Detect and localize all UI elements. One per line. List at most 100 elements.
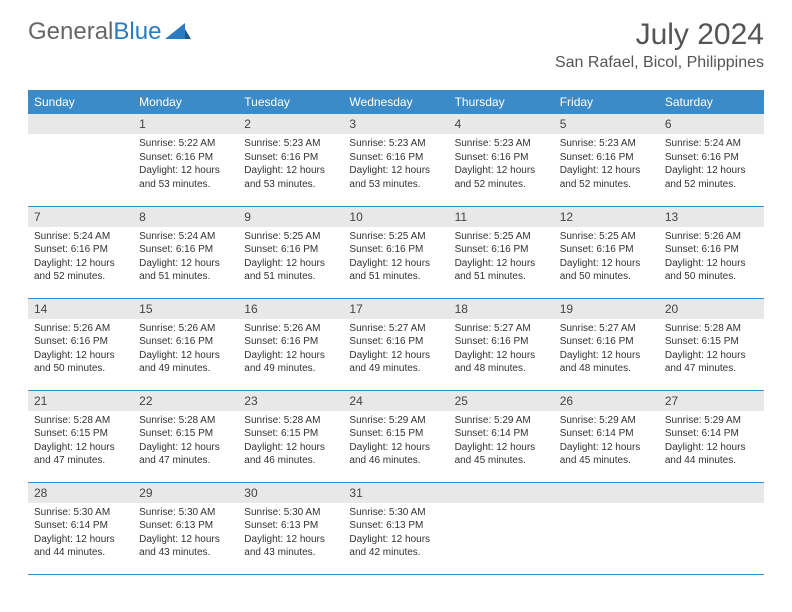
day-number: 7 — [28, 207, 133, 227]
day-cell: 9Sunrise: 5:25 AMSunset: 6:16 PMDaylight… — [238, 206, 343, 298]
day-sunset: Sunset: 6:15 PM — [244, 427, 337, 441]
day-day2: and 45 minutes. — [455, 454, 548, 468]
day-body: Sunrise: 5:28 AMSunset: 6:15 PMDaylight:… — [28, 411, 133, 472]
empty-daynum-bar — [659, 483, 764, 503]
day-of-week-row: Sunday Monday Tuesday Wednesday Thursday… — [28, 90, 764, 114]
day-day2: and 50 minutes. — [665, 270, 758, 284]
day-body: Sunrise: 5:25 AMSunset: 6:16 PMDaylight:… — [343, 227, 448, 288]
week-row: 1Sunrise: 5:22 AMSunset: 6:16 PMDaylight… — [28, 114, 764, 206]
day-cell: 21Sunrise: 5:28 AMSunset: 6:15 PMDayligh… — [28, 390, 133, 482]
day-day2: and 47 minutes. — [34, 454, 127, 468]
day-sunrise: Sunrise: 5:26 AM — [34, 322, 127, 336]
day-day2: and 46 minutes. — [244, 454, 337, 468]
day-sunrise: Sunrise: 5:30 AM — [34, 506, 127, 520]
day-sunset: Sunset: 6:16 PM — [665, 151, 758, 165]
day-cell: 1Sunrise: 5:22 AMSunset: 6:16 PMDaylight… — [133, 114, 238, 206]
day-body: Sunrise: 5:30 AMSunset: 6:14 PMDaylight:… — [28, 503, 133, 564]
day-cell: 30Sunrise: 5:30 AMSunset: 6:13 PMDayligh… — [238, 482, 343, 574]
day-day2: and 49 minutes. — [139, 362, 232, 376]
day-body: Sunrise: 5:30 AMSunset: 6:13 PMDaylight:… — [133, 503, 238, 564]
dow-friday: Friday — [554, 90, 659, 114]
day-sunrise: Sunrise: 5:23 AM — [560, 137, 653, 151]
day-body: Sunrise: 5:26 AMSunset: 6:16 PMDaylight:… — [659, 227, 764, 288]
day-day1: Daylight: 12 hours — [244, 441, 337, 455]
header: GeneralBlue July 2024 San Rafael, Bicol,… — [0, 0, 792, 80]
day-sunrise: Sunrise: 5:26 AM — [139, 322, 232, 336]
day-sunset: Sunset: 6:16 PM — [560, 151, 653, 165]
day-sunset: Sunset: 6:16 PM — [665, 243, 758, 257]
day-number: 4 — [449, 114, 554, 134]
day-number: 29 — [133, 483, 238, 503]
day-day2: and 52 minutes. — [560, 178, 653, 192]
day-body: Sunrise: 5:28 AMSunset: 6:15 PMDaylight:… — [238, 411, 343, 472]
day-day1: Daylight: 12 hours — [455, 349, 548, 363]
day-sunrise: Sunrise: 5:24 AM — [34, 230, 127, 244]
day-day1: Daylight: 12 hours — [34, 533, 127, 547]
day-cell — [554, 482, 659, 574]
day-number: 13 — [659, 207, 764, 227]
day-cell — [28, 114, 133, 206]
day-day2: and 52 minutes. — [34, 270, 127, 284]
day-sunrise: Sunrise: 5:24 AM — [665, 137, 758, 151]
day-cell: 17Sunrise: 5:27 AMSunset: 6:16 PMDayligh… — [343, 298, 448, 390]
location: San Rafael, Bicol, Philippines — [555, 54, 764, 72]
dow-saturday: Saturday — [659, 90, 764, 114]
day-sunset: Sunset: 6:16 PM — [455, 151, 548, 165]
day-cell: 2Sunrise: 5:23 AMSunset: 6:16 PMDaylight… — [238, 114, 343, 206]
day-sunset: Sunset: 6:14 PM — [560, 427, 653, 441]
day-number: 18 — [449, 299, 554, 319]
day-number: 19 — [554, 299, 659, 319]
day-day2: and 42 minutes. — [349, 546, 442, 560]
day-cell: 5Sunrise: 5:23 AMSunset: 6:16 PMDaylight… — [554, 114, 659, 206]
day-body: Sunrise: 5:25 AMSunset: 6:16 PMDaylight:… — [449, 227, 554, 288]
day-sunset: Sunset: 6:16 PM — [244, 243, 337, 257]
day-day1: Daylight: 12 hours — [349, 164, 442, 178]
day-day1: Daylight: 12 hours — [560, 257, 653, 271]
day-cell: 15Sunrise: 5:26 AMSunset: 6:16 PMDayligh… — [133, 298, 238, 390]
day-day2: and 43 minutes. — [139, 546, 232, 560]
day-sunrise: Sunrise: 5:28 AM — [244, 414, 337, 428]
day-body: Sunrise: 5:28 AMSunset: 6:15 PMDaylight:… — [659, 319, 764, 380]
day-day2: and 44 minutes. — [34, 546, 127, 560]
day-number: 3 — [343, 114, 448, 134]
day-number: 28 — [28, 483, 133, 503]
day-day1: Daylight: 12 hours — [455, 441, 548, 455]
day-cell: 24Sunrise: 5:29 AMSunset: 6:15 PMDayligh… — [343, 390, 448, 482]
day-sunrise: Sunrise: 5:27 AM — [560, 322, 653, 336]
day-body: Sunrise: 5:26 AMSunset: 6:16 PMDaylight:… — [238, 319, 343, 380]
day-body: Sunrise: 5:25 AMSunset: 6:16 PMDaylight:… — [554, 227, 659, 288]
day-day2: and 50 minutes. — [560, 270, 653, 284]
month-title: July 2024 — [555, 18, 764, 52]
day-cell: 14Sunrise: 5:26 AMSunset: 6:16 PMDayligh… — [28, 298, 133, 390]
day-day1: Daylight: 12 hours — [349, 533, 442, 547]
day-day2: and 48 minutes. — [455, 362, 548, 376]
day-sunset: Sunset: 6:16 PM — [455, 243, 548, 257]
day-day1: Daylight: 12 hours — [665, 164, 758, 178]
day-day2: and 47 minutes. — [139, 454, 232, 468]
day-sunrise: Sunrise: 5:23 AM — [455, 137, 548, 151]
day-sunrise: Sunrise: 5:30 AM — [349, 506, 442, 520]
day-sunset: Sunset: 6:16 PM — [244, 335, 337, 349]
day-body: Sunrise: 5:25 AMSunset: 6:16 PMDaylight:… — [238, 227, 343, 288]
day-number: 5 — [554, 114, 659, 134]
day-day1: Daylight: 12 hours — [244, 257, 337, 271]
day-day2: and 49 minutes. — [244, 362, 337, 376]
day-day1: Daylight: 12 hours — [139, 533, 232, 547]
day-body: Sunrise: 5:23 AMSunset: 6:16 PMDaylight:… — [449, 134, 554, 195]
day-sunrise: Sunrise: 5:28 AM — [665, 322, 758, 336]
day-body: Sunrise: 5:30 AMSunset: 6:13 PMDaylight:… — [343, 503, 448, 564]
day-sunrise: Sunrise: 5:27 AM — [455, 322, 548, 336]
day-number: 8 — [133, 207, 238, 227]
day-day2: and 46 minutes. — [349, 454, 442, 468]
day-cell: 16Sunrise: 5:26 AMSunset: 6:16 PMDayligh… — [238, 298, 343, 390]
day-day2: and 47 minutes. — [665, 362, 758, 376]
day-cell: 28Sunrise: 5:30 AMSunset: 6:14 PMDayligh… — [28, 482, 133, 574]
day-day1: Daylight: 12 hours — [349, 441, 442, 455]
calendar-body: 1Sunrise: 5:22 AMSunset: 6:16 PMDaylight… — [28, 114, 764, 574]
day-sunset: Sunset: 6:15 PM — [34, 427, 127, 441]
day-day1: Daylight: 12 hours — [139, 164, 232, 178]
day-body: Sunrise: 5:29 AMSunset: 6:14 PMDaylight:… — [449, 411, 554, 472]
day-day2: and 49 minutes. — [349, 362, 442, 376]
day-number: 16 — [238, 299, 343, 319]
day-sunrise: Sunrise: 5:25 AM — [455, 230, 548, 244]
